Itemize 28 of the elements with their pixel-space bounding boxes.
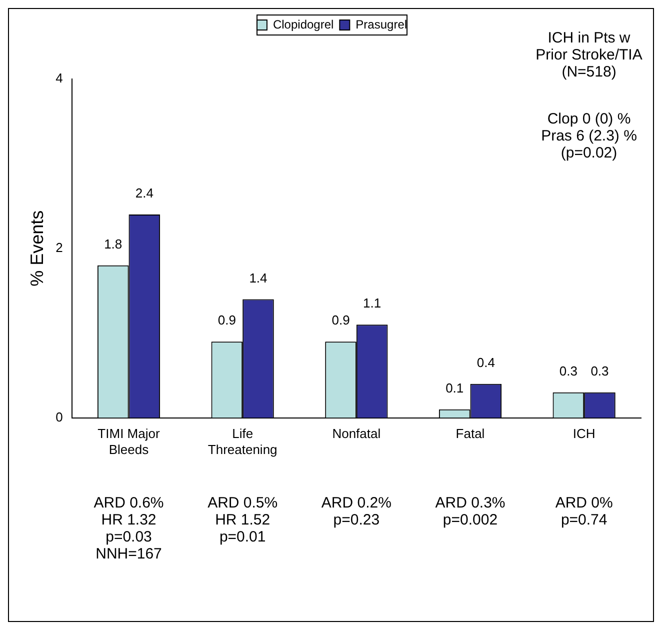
x-tick-label: Life Threatening [208,426,278,457]
legend-label: Prasugrel [356,17,408,32]
y-tick-label: 4 [56,70,63,86]
text: ARD 0.2% p=0.23 [321,494,392,528]
y-tick-label: 0 [56,409,63,424]
annotation: Clop 0 (0) % Pras 6 (2.3) % (p=0.02) [541,110,637,162]
text: ARD 0.3% p=0.002 [435,494,506,528]
x-tick-label: TIMI Major Bleeds [98,426,160,457]
data-label: 0.9 [218,312,236,328]
data-label: 0.3 [590,363,609,378]
data-label: 1.1 [363,296,382,311]
x-tick-label: Nonfatal [332,426,381,442]
data-label: 0.4 [476,355,495,370]
y-axis-title: % Events [26,210,47,286]
data-label: 1.4 [249,270,268,286]
y-tick-label: 2 [56,240,63,255]
x-tick-label: ICH [572,426,596,442]
data-label: 0.3 [559,363,578,378]
text: ARD 0% p=0.74 [555,494,613,528]
data-label: 0.1 [446,380,464,396]
annotation: ICH in Pts w Prior Stroke/TIA (N=518) [536,30,642,81]
data-label: 0.9 [332,312,350,328]
data-label: 2.4 [135,186,154,201]
x-tick-label: Fatal [456,426,485,442]
legend-label: Clopidogrel [272,17,334,32]
text: ARD 0.5% HR 1.52 p=0.01 [208,494,278,546]
data-label: 1.8 [104,236,122,252]
text: ARD 0.6% HR 1.32 p=0.03 NNH=167 [94,494,164,562]
